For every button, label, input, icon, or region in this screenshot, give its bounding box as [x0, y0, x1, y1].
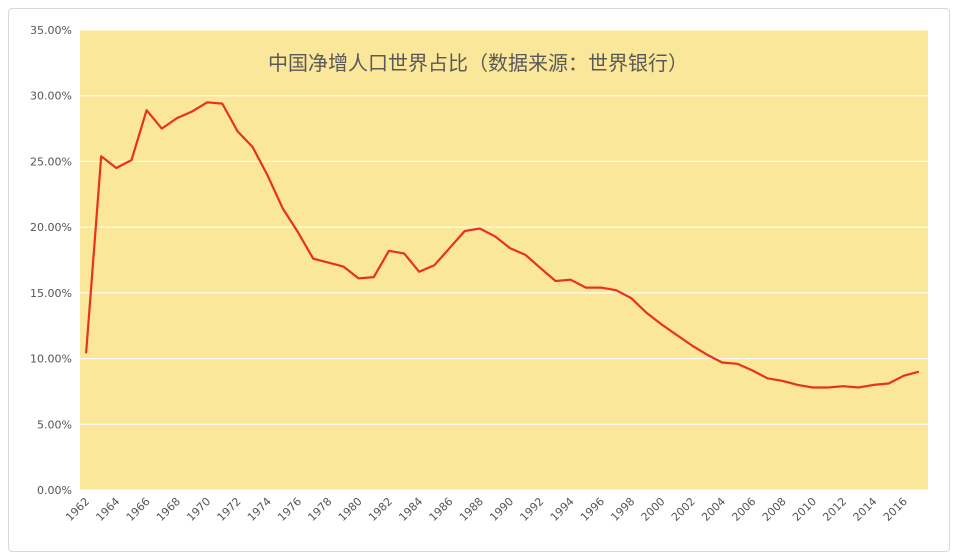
x-tick-label: 1986 — [427, 495, 456, 524]
x-tick-label: 1964 — [93, 495, 122, 524]
x-tick-label: 1994 — [548, 495, 577, 524]
x-tick-label: 2016 — [881, 495, 910, 524]
x-tick-label: 1966 — [124, 495, 153, 524]
y-tick-label: 10.00% — [30, 353, 72, 366]
x-tick-label: 1972 — [215, 495, 244, 524]
y-tick-label: 15.00% — [30, 287, 72, 300]
x-tick-label: 2014 — [851, 495, 880, 524]
series-line — [85, 101, 920, 389]
x-tick-label: 1980 — [336, 495, 365, 524]
y-tick-label: 20.00% — [30, 221, 72, 234]
x-tick-label: 1996 — [578, 495, 607, 524]
x-tick-label: 1984 — [396, 495, 425, 524]
x-tick-label: 1974 — [245, 495, 274, 524]
x-tick-label: 1970 — [184, 495, 213, 524]
x-axis: 1962 1964 1966 1968 1970 1972 1974 1976 1978 1980… — [63, 495, 910, 524]
y-tick-label: 25.00% — [30, 155, 72, 168]
y-axis: 0.00% 5.00% 10.00% 15.00% 20.00% 25.00% 30.00%… — [30, 24, 72, 497]
x-tick-label: 1982 — [366, 495, 395, 524]
x-tick-label: 1976 — [275, 495, 304, 524]
x-tick-label: 2000 — [639, 495, 668, 524]
gridlines — [80, 29, 928, 491]
x-tick-label: 1990 — [487, 495, 516, 524]
chart-title: 中国净增人口世界占比（数据来源：世界银行） — [268, 51, 688, 75]
x-tick-label: 1962 — [63, 495, 92, 524]
x-tick-label: 2006 — [729, 495, 758, 524]
y-tick-label: 0.00% — [37, 484, 72, 497]
x-tick-label: 1998 — [608, 495, 637, 524]
x-tick-label: 1992 — [517, 495, 546, 524]
x-tick-label: 1968 — [154, 495, 183, 524]
x-tick-label: 1988 — [457, 495, 486, 524]
x-tick-label: 2004 — [699, 495, 728, 524]
y-tick-label: 30.00% — [30, 90, 72, 103]
x-tick-label: 1978 — [305, 495, 334, 524]
x-tick-label: 2002 — [669, 495, 698, 524]
x-tick-label: 2008 — [760, 495, 789, 524]
y-tick-label: 5.00% — [37, 418, 72, 431]
plot-area — [80, 30, 928, 490]
y-tick-label: 35.00% — [30, 24, 72, 37]
x-tick-label: 2010 — [790, 495, 819, 524]
x-tick-label: 2012 — [820, 495, 849, 524]
